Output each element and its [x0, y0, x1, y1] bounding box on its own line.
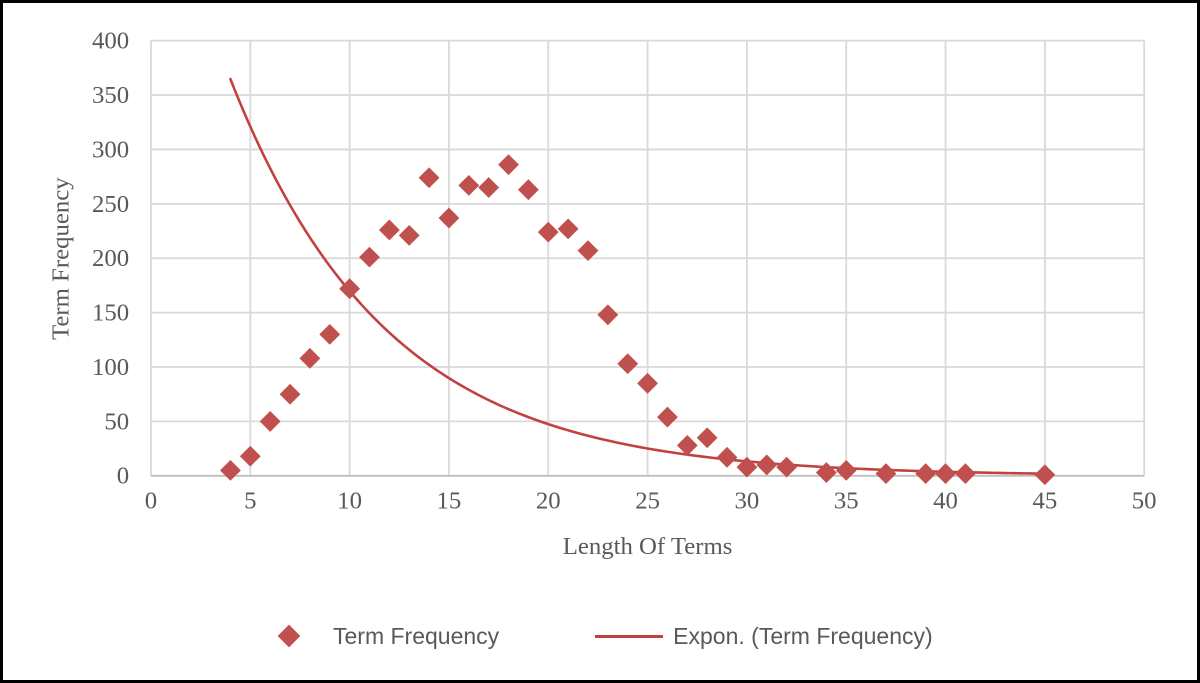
svg-text:35: 35 [834, 488, 859, 515]
data-point [657, 406, 678, 428]
svg-text:0: 0 [117, 463, 129, 490]
data-point [637, 372, 658, 394]
svg-text:40: 40 [933, 488, 958, 515]
data-point [716, 446, 738, 468]
data-point [915, 463, 937, 485]
data-point [1034, 464, 1056, 486]
data-point [458, 174, 480, 196]
legend-diamond-icon [277, 624, 301, 648]
svg-text:400: 400 [92, 28, 129, 55]
data-point [676, 434, 698, 456]
svg-text:100: 100 [92, 354, 129, 381]
chart-legend: Term Frequency Expon. (Term Frequency) [271, 619, 933, 653]
data-point [498, 154, 519, 176]
data-point [259, 411, 281, 432]
data-point [378, 219, 400, 241]
data-point [537, 221, 559, 243]
y-axis-title: Term Frequency [48, 177, 75, 340]
data-point [398, 224, 420, 246]
legend-trendline-icon [595, 634, 664, 638]
data-point [617, 353, 639, 375]
data-point [954, 463, 976, 485]
data-point [756, 454, 778, 476]
data-point [557, 218, 579, 240]
y-tick-labels: 0 50 100 150 200 250 300 350 400 [92, 28, 129, 490]
data-point [935, 463, 956, 485]
svg-text:150: 150 [92, 300, 129, 327]
svg-text:15: 15 [437, 488, 462, 515]
svg-text:5: 5 [244, 488, 256, 515]
data-point [418, 167, 440, 189]
data-point [359, 246, 380, 268]
gridlines [150, 39, 1146, 476]
data-point [875, 463, 897, 485]
data-point [577, 240, 599, 262]
svg-text:20: 20 [536, 488, 561, 515]
svg-text:50: 50 [1132, 488, 1157, 515]
data-point [835, 459, 857, 481]
x-axis-title: Length Of Terms [563, 533, 733, 560]
data-point [339, 278, 361, 300]
data-point [696, 427, 718, 449]
data-point [220, 459, 241, 481]
data-point [597, 304, 619, 326]
svg-text:50: 50 [104, 408, 129, 435]
legend-label-term-frequency: Term Frequency [333, 622, 500, 649]
chart-canvas: 0 5 10 15 20 25 30 35 40 45 50 0 50 100 150 200 250 300 3… [48, 28, 1157, 561]
data-point [299, 347, 321, 369]
svg-text:25: 25 [635, 488, 660, 515]
data-point [478, 177, 500, 198]
svg-text:30: 30 [735, 488, 760, 515]
svg-text:45: 45 [1032, 488, 1057, 515]
data-point [517, 179, 539, 201]
data-point [815, 462, 837, 483]
legend-label-expon: Expon. (Term Frequency) [673, 622, 933, 649]
data-point [239, 445, 261, 467]
data-point [736, 456, 758, 478]
svg-text:300: 300 [92, 136, 129, 163]
svg-text:250: 250 [92, 191, 129, 218]
svg-text:200: 200 [92, 245, 129, 272]
svg-text:0: 0 [145, 488, 157, 515]
svg-text:10: 10 [337, 488, 362, 515]
svg-text:350: 350 [92, 82, 129, 109]
x-tick-labels: 0 5 10 15 20 25 30 35 40 45 50 [145, 488, 1157, 515]
exponential-trendline [229, 77, 1047, 475]
data-point [319, 323, 341, 345]
data-point [279, 383, 301, 405]
data-point [438, 207, 460, 229]
data-point [776, 456, 798, 478]
